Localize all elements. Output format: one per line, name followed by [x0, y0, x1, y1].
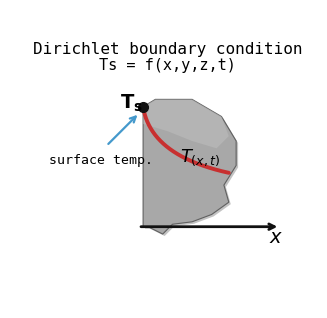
Text: Ts = f(x,y,z,t): Ts = f(x,y,z,t) [99, 58, 236, 73]
Polygon shape [143, 99, 236, 234]
Polygon shape [145, 101, 238, 236]
Text: $T_{(x,t)}$: $T_{(x,t)}$ [180, 148, 220, 169]
Text: x: x [269, 228, 281, 247]
Text: surface temp.: surface temp. [49, 154, 153, 167]
Text: Dirichlet boundary condition: Dirichlet boundary condition [33, 42, 302, 57]
Polygon shape [143, 99, 229, 148]
Text: $\mathbf{T_s}$: $\mathbf{T_s}$ [120, 93, 143, 114]
